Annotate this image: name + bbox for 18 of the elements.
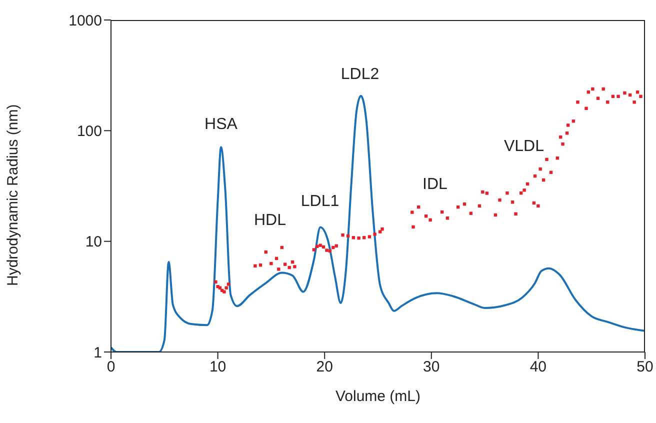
- annotation: IDL: [422, 176, 448, 194]
- x-tick-label: 30: [423, 358, 440, 376]
- x-tick-label: 50: [636, 358, 654, 376]
- x-tick-label: 40: [530, 358, 547, 376]
- annotation: VLDL: [504, 138, 544, 156]
- y-tick-label: 10: [85, 234, 102, 251]
- y-axis-title: Hydrodynamic Radius (nm): [4, 104, 22, 286]
- annotation: LDL2: [340, 66, 380, 84]
- y-tick-label: 1000: [68, 12, 102, 30]
- annotation: HDL: [254, 212, 286, 230]
- x-tick-label: 0: [106, 358, 116, 376]
- x-tick-label: 20: [316, 358, 333, 376]
- annotation: LDL1: [300, 193, 340, 211]
- y-tick-label: 1: [94, 344, 102, 362]
- annotation: HSA: [204, 116, 238, 134]
- y-tick-label: 100: [76, 122, 102, 140]
- x-axis-title: Volume (mL): [335, 388, 421, 405]
- x-tick-label: 10: [209, 358, 226, 376]
